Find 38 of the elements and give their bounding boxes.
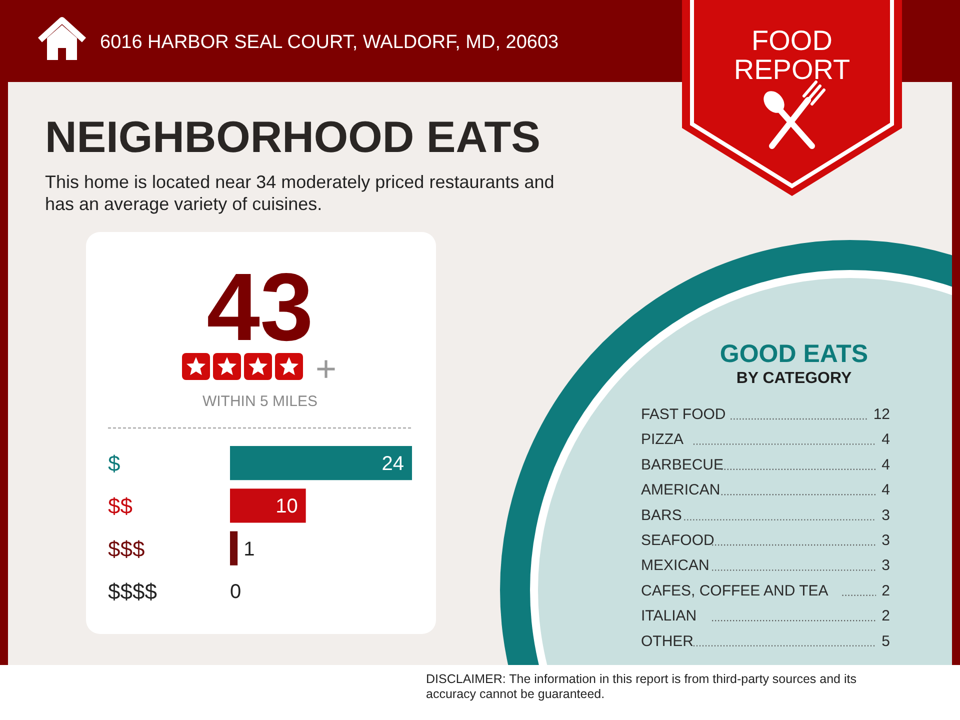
- text: GOOD EATS: [720, 340, 868, 368]
- text: 6016 HARBOR SEAL COURT, WALDORF, MD, 20603: [100, 32, 559, 53]
- data-label: 3: [882, 532, 890, 549]
- data-label: 4: [882, 456, 890, 474]
- category-label: FAST FOOD: [641, 406, 726, 423]
- category-label: MEXICAN: [641, 557, 710, 574]
- category-label: ITALIAN: [641, 608, 697, 625]
- data-label: 5: [882, 632, 890, 650]
- category-label: BARS: [641, 506, 682, 524]
- category-label: PIZZA: [641, 431, 684, 448]
- text: BY CATEGORY: [736, 370, 852, 387]
- category-label: CAFES, COFFEE AND TEA: [641, 582, 828, 600]
- y-tick-label: $$: [108, 494, 132, 519]
- category-label: BARBECUE: [641, 456, 724, 474]
- text: WITHIN 5 MILES: [202, 393, 318, 410]
- y-tick-label: $$$: [108, 536, 145, 562]
- y-tick-label: $: [108, 451, 120, 476]
- data-label: 0: [230, 580, 242, 603]
- chart-title: NEIGHBORHOOD EATS: [45, 113, 540, 162]
- data-label: 3: [882, 557, 890, 574]
- data-label: 1: [244, 538, 255, 560]
- y-tick-label: $$$$: [108, 578, 157, 604]
- text: FOOD REPORT: [734, 25, 850, 85]
- data-label: 10: [276, 496, 298, 518]
- category-label: SEAFOOD: [641, 532, 715, 549]
- data-label: 24: [382, 453, 404, 476]
- data-label: 4: [882, 482, 890, 499]
- chart-subtitle: This home is located near 34 moderately priced restaurants and has an average variety of cuisines.: [45, 172, 554, 214]
- data-label: 4: [882, 431, 890, 448]
- category-label: OTHER: [641, 632, 694, 650]
- category-label: AMERICAN: [641, 482, 720, 499]
- text: DISCLAIMER: The information in this report is from third-party sources and its accuracy cannot be guaranteed.: [426, 672, 856, 701]
- data-label: 2: [882, 608, 890, 625]
- text: +: [315, 348, 337, 389]
- data-label: 2: [882, 582, 890, 600]
- data-label: 3: [882, 506, 890, 524]
- data-label: 12: [873, 406, 890, 423]
- text: 43: [206, 254, 314, 361]
